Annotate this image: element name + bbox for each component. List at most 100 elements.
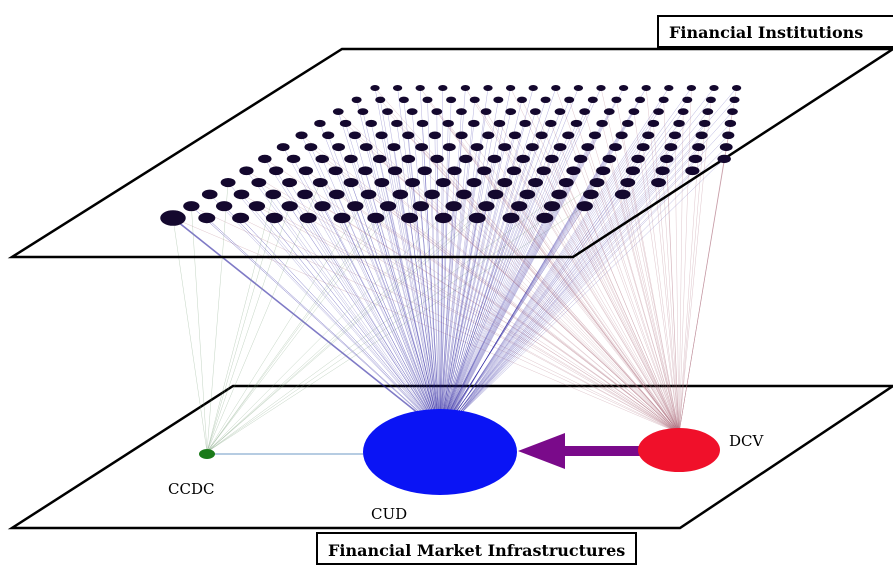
- edge-to-cud: [440, 206, 454, 421]
- edge-to-ccdc: [206, 194, 369, 453]
- edge-to-cud: [451, 135, 676, 421]
- institution-node: [424, 189, 440, 200]
- institution-node: [478, 201, 495, 212]
- edge-to-cud: [354, 135, 436, 421]
- edge-to-cud: [445, 146, 561, 421]
- institution-node: [545, 119, 557, 128]
- edge-to-cud: [440, 99, 452, 421]
- edge-to-cud: [446, 135, 569, 421]
- institution-node: [622, 119, 634, 128]
- dcv-to-cud-arrow: [518, 433, 640, 469]
- dcv-node: [638, 428, 720, 472]
- edge-to-cud: [356, 99, 437, 421]
- edge-to-cud: [172, 217, 428, 421]
- edge-to-cud: [434, 135, 440, 421]
- institution-node: [482, 131, 495, 140]
- edge-to-dcv: [443, 217, 680, 434]
- institution-node: [276, 143, 290, 152]
- edge-to-dcv: [678, 87, 692, 434]
- institution-node: [417, 166, 432, 176]
- institution-node: [477, 166, 492, 176]
- institution-node: [201, 189, 218, 200]
- edge-to-dcv: [368, 194, 680, 434]
- edge-to-cud: [368, 194, 437, 421]
- edge-to-dcv: [616, 99, 680, 434]
- edge-to-dcv: [645, 87, 680, 434]
- edge-to-cud: [447, 111, 585, 421]
- ccdc-node: [199, 449, 215, 459]
- institution-node: [351, 96, 362, 104]
- edge-to-ccdc: [206, 182, 229, 453]
- edge-to-dcv: [642, 147, 680, 434]
- edge-to-cud: [445, 158, 553, 421]
- edge-to-ccdc: [206, 205, 487, 453]
- institution-node: [664, 143, 678, 152]
- institution-node: [348, 131, 361, 140]
- institution-node: [677, 108, 689, 116]
- institution-node: [615, 131, 628, 140]
- institution-node: [576, 201, 593, 212]
- edge-to-cud: [440, 123, 449, 421]
- edge-to-cud: [441, 87, 466, 421]
- institution-node: [528, 85, 538, 91]
- institution-node: [731, 85, 742, 91]
- edge-to-dcv: [622, 194, 680, 434]
- edge-to-dcv: [256, 205, 680, 434]
- edge-to-dcv: [264, 158, 680, 434]
- edge-to-cud: [452, 170, 693, 421]
- edge-to-cud: [380, 99, 438, 421]
- institution-node: [431, 108, 443, 116]
- institution-node: [298, 166, 314, 176]
- edge-to-cud: [191, 205, 428, 421]
- edge-to-cud: [365, 170, 437, 421]
- edge-to-cud: [227, 182, 430, 421]
- institution-node: [480, 108, 492, 116]
- edge-to-cud: [381, 182, 438, 421]
- institution-node: [540, 96, 551, 104]
- financial-institutions-label: Financial Institutions: [657, 15, 893, 48]
- institution-node: [551, 85, 561, 91]
- edge-to-cud: [446, 158, 581, 421]
- edge-to-cud: [443, 99, 523, 421]
- edge-to-cud: [420, 206, 440, 421]
- edge-to-cud: [408, 158, 439, 421]
- edge-to-cud: [258, 182, 432, 421]
- institution-node: [658, 96, 669, 104]
- institution-node: [519, 119, 531, 128]
- edge-to-dcv: [305, 170, 680, 434]
- edge-to-dcv: [678, 135, 729, 434]
- institution-node: [653, 108, 664, 116]
- institution-node: [469, 96, 480, 104]
- edge-to-dcv: [172, 217, 680, 434]
- institution-node: [428, 131, 441, 140]
- edge-to-cud: [305, 170, 434, 421]
- edge-to-cud: [304, 194, 434, 421]
- institution-node: [406, 108, 418, 116]
- institution-node: [609, 143, 622, 152]
- institution-node: [382, 108, 393, 116]
- edge-to-cud: [440, 170, 455, 421]
- edge-to-cud: [223, 206, 430, 421]
- institution-node: [360, 189, 377, 200]
- edge-to-cud: [446, 170, 574, 421]
- edge-to-dcv: [678, 147, 699, 434]
- edge-to-dcv: [304, 194, 680, 434]
- edge-to-cud: [450, 123, 654, 421]
- edge-to-dcv: [191, 205, 680, 434]
- edge-to-cud: [441, 217, 478, 421]
- edge-to-cud: [445, 194, 560, 421]
- edge-to-cud: [442, 182, 506, 421]
- institution-node: [587, 96, 598, 104]
- institution-node: [505, 85, 516, 91]
- edge-to-cud: [440, 147, 450, 421]
- edge-to-cud: [449, 170, 634, 421]
- institution-node: [220, 177, 236, 188]
- edge-to-dcv: [543, 170, 680, 434]
- edge-to-dcv: [510, 217, 680, 434]
- edge-to-cud: [209, 194, 429, 421]
- edge-to-cud: [396, 123, 439, 421]
- edge-to-cud: [444, 182, 536, 421]
- institution-node: [526, 143, 539, 152]
- institution-node: [183, 201, 200, 212]
- edge-to-dcv: [379, 158, 680, 434]
